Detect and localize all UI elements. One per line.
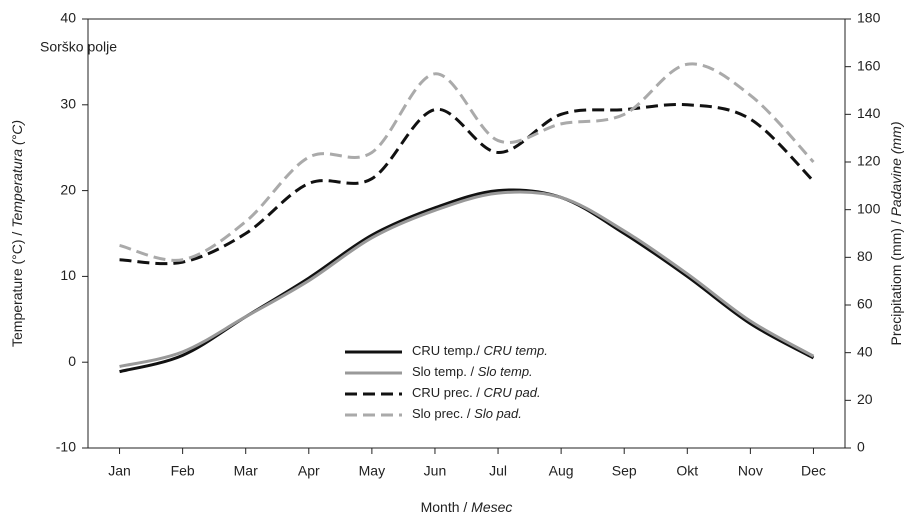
y2-tick-label: 20 — [857, 391, 873, 407]
y-tick-label: 40 — [60, 10, 76, 26]
y2-tick-label: 60 — [857, 296, 873, 312]
series-line — [119, 190, 815, 368]
x-tick-label: Jan — [108, 463, 131, 479]
y-tick-label: 10 — [60, 267, 76, 283]
x-axis-label: Month / Mesec — [421, 499, 513, 515]
y-tick-label: 20 — [60, 181, 76, 197]
x-tick-label: Feb — [171, 463, 195, 479]
y-tick-label: 0 — [68, 353, 76, 369]
x-tick-label: Jul — [489, 463, 507, 479]
series-line — [119, 62, 815, 262]
x-tick-label: Jun — [424, 463, 447, 479]
y2-tick-label: 140 — [857, 105, 881, 121]
y-tick-label: 30 — [60, 96, 76, 112]
x-tick-label: Mar — [234, 463, 258, 479]
x-tick-label: Aug — [549, 463, 574, 479]
x-tick-label: Dec — [801, 463, 826, 479]
y-axis-label: Temperature (°C) / Temperatura (°C) — [9, 120, 25, 347]
x-tick-label: Sep — [612, 463, 637, 479]
series-line — [119, 102, 815, 266]
x-tick-label: Apr — [298, 463, 320, 479]
x-tick-label: Okt — [676, 463, 698, 479]
legend-label: CRU temp./ CRU temp. — [412, 343, 548, 358]
legend-label: CRU prec. / CRU pad. — [412, 385, 541, 400]
y2-tick-label: 120 — [857, 153, 881, 169]
x-tick-label: Nov — [738, 463, 763, 479]
y2-tick-label: 180 — [857, 10, 881, 26]
y2-tick-label: 0 — [857, 439, 865, 455]
x-tick-label: May — [359, 463, 385, 479]
plot-frame — [87, 18, 846, 449]
y2-axis-label: Precipitatiom (mm) / Padavine (mm) — [888, 121, 904, 345]
annotation: Sorško polje — [40, 39, 117, 55]
y-tick-label: -10 — [56, 439, 76, 455]
legend-label: Slo temp. / Slo temp. — [412, 364, 533, 379]
y2-tick-label: 160 — [857, 57, 881, 73]
legend-label: Slo prec. / Slo pad. — [412, 406, 522, 421]
y2-tick-label: 80 — [857, 248, 873, 264]
y2-tick-label: 40 — [857, 343, 873, 359]
y2-tick-label: 100 — [857, 200, 881, 216]
